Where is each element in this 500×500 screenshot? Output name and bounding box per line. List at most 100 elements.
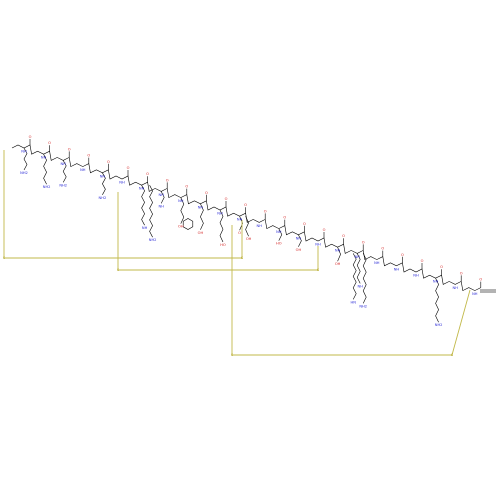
sulfur-label: S: [451, 353, 454, 357]
oxygen-label: O: [362, 240, 365, 244]
side-chain: [102, 172, 106, 195]
oxygen-label: O: [68, 147, 71, 151]
amide-nitrogen-label: NH: [21, 150, 27, 154]
side-chain-label: NH: [159, 204, 165, 208]
side-chain: [23, 147, 28, 171]
side-chain-label: O: [238, 231, 241, 235]
oxygen-label: O: [225, 197, 228, 201]
sulfur-label: S: [3, 256, 6, 260]
side-chain: [62, 160, 67, 183]
oxygen-label: O: [107, 160, 110, 164]
side-chain: [356, 253, 361, 284]
oxygen-label: O: [205, 191, 208, 195]
side-chain: [219, 209, 224, 243]
oxygen-label: O: [283, 216, 286, 220]
amide-nitrogen-label: NH: [100, 174, 106, 178]
side-chain-label: NH2: [99, 196, 107, 200]
atom-labels: O NH O NH O NH O NH O NH O NH O NH O NH O NH O NH O NH O NH O NH O…: [3, 135, 483, 357]
oxygen-label: O: [440, 265, 443, 269]
sulfur-label: S: [317, 268, 320, 272]
amide-nitrogen-label: NH: [178, 199, 184, 203]
disulfide-bridge: [3, 150, 243, 259]
bond-lines: [11, 139, 496, 323]
amide-nitrogen-label: NH: [355, 255, 361, 259]
oxygen-label: O: [421, 259, 424, 263]
amide-nitrogen-label: NH: [61, 162, 67, 166]
amide-nitrogen-label: NH: [276, 230, 282, 234]
side-chain-label: NH: [142, 226, 148, 230]
amide-nitrogen-label: NH: [433, 280, 439, 284]
oxygen-label: O: [264, 209, 267, 213]
side-chain: [160, 191, 165, 204]
oxygen-label: O: [303, 222, 306, 226]
side-chain-label: NH2: [59, 183, 67, 187]
oxygen-label: O: [244, 203, 247, 207]
amide-nitrogen-label: NH: [198, 205, 204, 209]
side-chain: [200, 203, 204, 230]
side-chain: [43, 154, 47, 185]
amide-nitrogen-label: NH: [119, 181, 125, 185]
oxygen-label: O: [185, 185, 188, 189]
amide-nitrogen-label: NH: [453, 286, 459, 290]
side-chain-label: NH2: [435, 323, 443, 327]
disulfide-bridge: [231, 225, 471, 356]
side-chain: [362, 253, 367, 304]
oxygen-label: O: [146, 172, 149, 176]
side-chain-label: NH2: [149, 238, 157, 242]
side-chain-label: HN: [351, 300, 357, 304]
oxygen-label: O: [127, 166, 130, 170]
amide-nitrogen-label: NH: [374, 261, 380, 265]
side-chain-label: NH2: [359, 304, 367, 308]
sulfur-label: S: [241, 256, 244, 260]
aromatic-ring: [182, 218, 194, 230]
side-chain-label: OH: [335, 262, 341, 266]
amide-nitrogen-label: NH: [394, 267, 400, 271]
side-chain-label: OH: [178, 225, 184, 229]
oxygen-label: O: [323, 228, 326, 232]
sulfur-label: S: [117, 268, 120, 272]
oxygen-label: O: [29, 135, 32, 139]
oxygen-label: O: [48, 141, 51, 145]
amide-nitrogen-label: NH: [217, 212, 223, 216]
side-chain-label: HO: [220, 243, 226, 247]
amide-nitrogen-label: NH: [335, 249, 341, 253]
oxygen-label: O: [342, 234, 345, 238]
amide-nitrogen-label: NH: [80, 168, 86, 172]
side-chain: [141, 185, 145, 226]
side-chain-label: NH2: [43, 185, 51, 189]
side-chain-label: NH: [358, 284, 364, 288]
amide-nitrogen-label: NH: [257, 224, 263, 228]
side-chain: [435, 278, 439, 323]
amide-nitrogen-label: NH: [296, 236, 302, 240]
side-chain-label: HO: [276, 242, 282, 246]
side-chain: [245, 216, 249, 237]
side-chain-label: OH: [198, 231, 204, 235]
side-chain-label: OH: [246, 237, 252, 241]
oxygen-label: O: [401, 253, 404, 257]
side-chain: [337, 247, 341, 262]
sulfur-label: S: [231, 353, 234, 357]
side-chain-label: NH2: [20, 171, 28, 175]
disulfide-bridge: [117, 192, 319, 271]
amide-nitrogen-label: NH: [159, 193, 165, 197]
amide-nitrogen-label: NH: [413, 274, 419, 278]
oxygen-label: O: [479, 278, 482, 282]
side-chain: [352, 253, 357, 300]
side-chain: [239, 216, 243, 231]
oxygen-label: O: [87, 154, 90, 158]
oxygen-label: O: [460, 271, 463, 275]
oxygen-label: O: [166, 178, 169, 182]
side-chain: [149, 185, 153, 238]
amide-nitrogen-label: NH: [41, 156, 47, 160]
amide-nitrogen-label: NH: [472, 292, 478, 296]
side-chain: [298, 234, 302, 247]
oxygen-label: O: [381, 247, 384, 251]
side-chain: [180, 197, 185, 224]
disulfide-bridges: [3, 150, 471, 356]
amide-nitrogen-label: NH: [237, 218, 243, 222]
side-chain: [278, 228, 283, 241]
side-chain-label: OH: [296, 248, 302, 252]
amide-nitrogen-label: NH: [315, 243, 321, 247]
amide-nitrogen-label: NH: [139, 187, 145, 191]
